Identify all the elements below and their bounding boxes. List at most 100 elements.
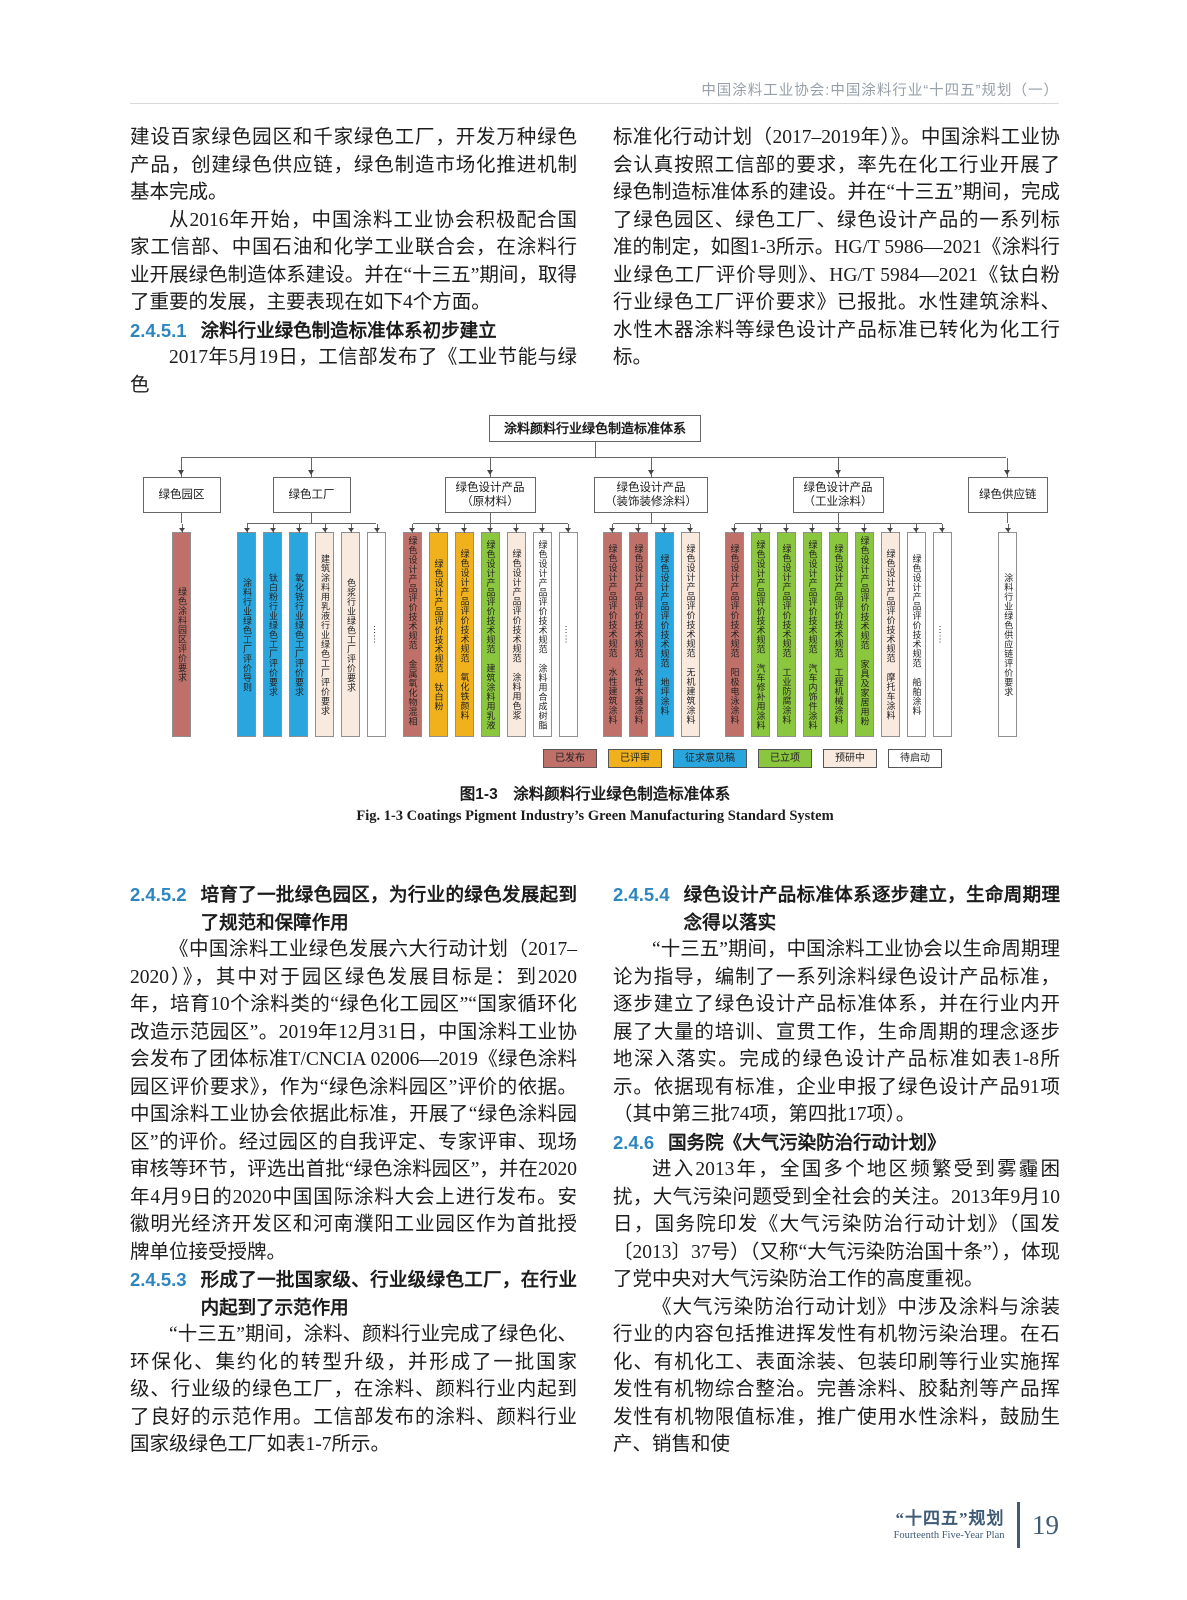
- standard-bar: 绿色设计产品评价技术规范 金属氧化物混相颜料: [402, 524, 422, 737]
- standard-bar: 涂料行业绿色供应链评价要求: [998, 524, 1018, 737]
- standard-bar-label: ……: [937, 625, 948, 644]
- standard-bar: 绿色设计产品评价技术规范 汽车内饰件涂料: [802, 524, 822, 737]
- legend-item: 已评审: [608, 749, 662, 768]
- connector-line: [311, 513, 312, 523]
- paragraph: 进入2013年，全国多个地区频繁受到雾霾困扰，大气污染问题受到全社会的关注。20…: [613, 1159, 1060, 1290]
- section-heading: 2.4.5.2 培育了一批绿色园区，为行业的绿色发展起到了规范和保障作用: [130, 881, 577, 936]
- standard-bar-label: 绿色设计产品评价技术规范 涂料用色浆: [511, 549, 522, 720]
- standard-bar-label: 绿色设计产品评价技术规范 水性木器涂料: [633, 544, 644, 725]
- connector-line: [181, 513, 182, 523]
- standard-bar: 绿色设计产品评价技术规范 摩托车涂料: [880, 524, 900, 737]
- top-left-column: 建设百家绿色园区和千家绿色工厂，开发万种绿色产品，创建绿色供应链，绿色制造市场化…: [130, 124, 577, 399]
- group-box-label: 绿色工厂: [288, 489, 335, 501]
- standard-bar: 绿色设计产品评价技术规范 阳极电泳涂料: [724, 524, 744, 737]
- group-box-label: 绿色设计产品: [803, 482, 873, 494]
- standard-bar: 绿色涂料园区评价要求: [172, 524, 191, 737]
- section-number: 2.4.5.1: [130, 319, 187, 341]
- connector-line: [180, 457, 1006, 458]
- connector-line: [594, 442, 596, 457]
- figure-group: 绿色工厂涂料行业绿色工厂评价导则 钛白粉行业绿色工厂评价要求 氧化铁行业绿色工厂评价…: [237, 458, 386, 737]
- connector-line: [650, 513, 652, 523]
- section-number: 2.4.5.2: [130, 884, 187, 905]
- standard-bar-label: 绿色设计产品评价技术规范 汽车修补用涂料: [755, 539, 766, 730]
- standard-bar: 绿色设计产品评价技术规范 氧化铁颜料: [454, 524, 474, 737]
- standard-bar-label: 绿色设计产品评价技术规范 阳极电泳涂料: [729, 544, 740, 725]
- connector-arrow: [178, 458, 184, 477]
- header-rule: [130, 103, 1059, 104]
- standard-bar: ……: [367, 524, 386, 737]
- group-bars: 绿色设计产品评价技术规范 金属氧化物混相颜料 绿色设计产品评价技术规范 钛白粉 绿色…: [402, 523, 578, 737]
- standard-bar: 绿色设计产品评价技术规范 建筑涂料用乳液: [480, 524, 500, 737]
- paragraph: 2017年5月19日，工信部发布了《工业节能与绿色: [130, 347, 577, 396]
- bottom-left-column: 2.4.5.2 培育了一批绿色园区，为行业的绿色发展起到了规范和保障作用 《中国…: [130, 881, 577, 1459]
- section-title: 国务院《大气污染防治行动计划》: [668, 1131, 946, 1153]
- section-title: 绿色设计产品标准体系逐步建立，生命周期理念得以落实: [683, 884, 1060, 933]
- group-box: 绿色设计产品 （原材料）: [444, 477, 536, 513]
- group-box: 绿色设计产品 （工业涂料）: [792, 477, 884, 513]
- standard-bar-label: 绿色设计产品评价技术规范 无机建筑涂料: [685, 544, 696, 725]
- group-box-label: 绿色园区: [158, 489, 205, 501]
- standard-bar-label: 绿色设计产品评价技术规范 水性建筑涂料: [607, 544, 618, 725]
- group-box-label: （原材料）: [461, 496, 519, 508]
- standard-bar-label: 绿色设计产品评价技术规范 工程机械涂料: [833, 544, 844, 725]
- figure-group: 绿色设计产品 （工业涂料） 绿色设计产品评价技术规范 阳极电泳涂料 绿色设计产品评价技…: [724, 458, 952, 737]
- bottom-right-column: 2.4.5.4 绿色设计产品标准体系逐步建立，生命周期理念得以落实 “十三五”期…: [613, 881, 1060, 1459]
- footer-plan-cn: “十四五”规划: [895, 1508, 1005, 1528]
- paragraph: 标准化行动计划（2017–2019年）》。中国涂料工业协会认真按照工信部的要求，…: [613, 127, 1060, 368]
- group-bars: 绿色设计产品评价技术规范 水性建筑涂料 绿色设计产品评价技术规范 水性木器涂料 绿色…: [602, 523, 700, 737]
- standard-bar: ……: [932, 524, 952, 737]
- group-box-label: 绿色供应链: [979, 489, 1037, 501]
- group-bars: 绿色涂料园区评价要求: [172, 523, 191, 737]
- figure-tree: 涂料颜料行业绿色制造标准体系 绿色园区绿色涂料园区评价要求 绿色工厂涂料行业绿色工…: [142, 415, 1048, 737]
- standard-bar: 绿色设计产品评价技术规范 水性建筑涂料: [602, 524, 622, 737]
- standard-bar: 绿色设计产品评价技术规范 无机建筑涂料: [680, 524, 700, 737]
- connector-arrow: [486, 458, 493, 477]
- standard-bar: 绿色设计产品评价技术规范 汽车修补用涂料: [750, 524, 770, 737]
- standard-bar: 绿色设计产品评价技术规范 船舶涂料: [906, 524, 926, 737]
- standard-bar-label: 绿色设计产品评价技术规范 钛白粉: [433, 558, 444, 711]
- section-title: 培育了一批绿色园区，为行业的绿色发展起到了规范和保障作用: [200, 884, 577, 933]
- group-box-label: （工业涂料）: [803, 496, 873, 508]
- standard-bar: 建筑涂料用乳液行业绿色工厂评价要求: [315, 524, 334, 737]
- legend-item: 预研中: [823, 749, 877, 768]
- figure-1-3: 涂料颜料行业绿色制造标准体系 绿色园区绿色涂料园区评价要求 绿色工厂涂料行业绿色工…: [130, 415, 1060, 825]
- section-number: 2.4.5.3: [130, 1269, 187, 1290]
- standard-bar: 绿色设计产品评价技术规范 涂料用色浆: [506, 524, 526, 737]
- section-heading: 2.4.5.3 形成了一批国家级、行业级绿色工厂，在行业内起到了示范作用: [130, 1266, 577, 1321]
- standard-bar: 绿色设计产品评价技术规范 钛白粉: [428, 524, 448, 737]
- standard-bar-label: 涂料行业绿色供应链评价要求: [1003, 572, 1014, 697]
- group-bars: 涂料行业绿色工厂评价导则 钛白粉行业绿色工厂评价要求 氧化铁行业绿色工厂评价要求 建筑…: [237, 523, 386, 737]
- section-heading: 2.4.5.4 绿色设计产品标准体系逐步建立，生命周期理念得以落实: [613, 881, 1060, 936]
- standard-bar-label: 绿色设计产品评价技术规范 地坪涂料: [659, 553, 670, 716]
- group-box: 绿色工厂: [272, 477, 351, 513]
- standard-bar: 氧化铁行业绿色工厂评价要求: [289, 524, 308, 737]
- paragraph: “十三五”期间，中国涂料工业协会以生命周期理论为指导，编制了一系列涂料绿色设计产…: [613, 939, 1060, 1125]
- standard-bar-label: 氧化铁行业绿色工厂评价要求: [294, 572, 304, 697]
- connector-line: [489, 513, 491, 523]
- figure-group: 绿色设计产品 （装饰装修涂料） 绿色设计产品评价技术规范 水性建筑涂料 绿色设计产品评…: [594, 458, 708, 737]
- figure-group: 绿色供应链涂料行业绿色供应链评价要求: [968, 458, 1048, 737]
- standard-bar-label: 建筑涂料用乳液行业绿色工厂评价要求: [320, 553, 330, 716]
- legend-item: 已发布: [543, 749, 597, 768]
- figure-root-box: 涂料颜料行业绿色制造标准体系: [488, 415, 701, 442]
- standard-bar-label: 绿色涂料园区评价要求: [177, 587, 187, 682]
- standard-bar-label: 绿色设计产品评价技术规范 氧化铁颜料: [459, 549, 470, 720]
- standard-bar: 绿色设计产品评价技术规范 涂料用合成树脂: [532, 524, 552, 737]
- legend-item: 已立项: [758, 749, 812, 768]
- group-box: 绿色设计产品 （装饰装修涂料）: [594, 477, 708, 513]
- group-bars: 绿色设计产品评价技术规范 阳极电泳涂料 绿色设计产品评价技术规范 汽车修补用涂料 绿…: [724, 523, 952, 737]
- connector-arrow: [308, 458, 314, 477]
- group-box-label: （装饰装修涂料）: [605, 496, 697, 508]
- standard-bar-label: 绿色设计产品评价技术规范 船舶涂料: [911, 553, 922, 716]
- section-number: 2.4.5.4: [613, 884, 670, 905]
- figure-legend: 已发布 已评审 征求意见稿 已立项 预研中 待启动: [130, 749, 942, 768]
- connector-line: [1007, 513, 1009, 523]
- section-title: 形成了一批国家级、行业级绿色工厂，在行业内起到了示范作用: [200, 1269, 577, 1318]
- top-columns: 建设百家绿色园区和千家绿色工厂，开发万种绿色产品，创建绿色供应链，绿色制造市场化…: [130, 124, 1060, 399]
- group-box-label: 绿色设计产品: [616, 482, 686, 494]
- standard-bar: ……: [558, 524, 578, 737]
- figure-groups: 绿色园区绿色涂料园区评价要求 绿色工厂涂料行业绿色工厂评价导则 钛白粉行业绿色工厂评…: [142, 458, 1048, 737]
- figure-caption-cn: 图1-3 涂料颜料行业绿色制造标准体系: [459, 786, 731, 803]
- standard-bar: 涂料行业绿色工厂评价导则: [237, 524, 256, 737]
